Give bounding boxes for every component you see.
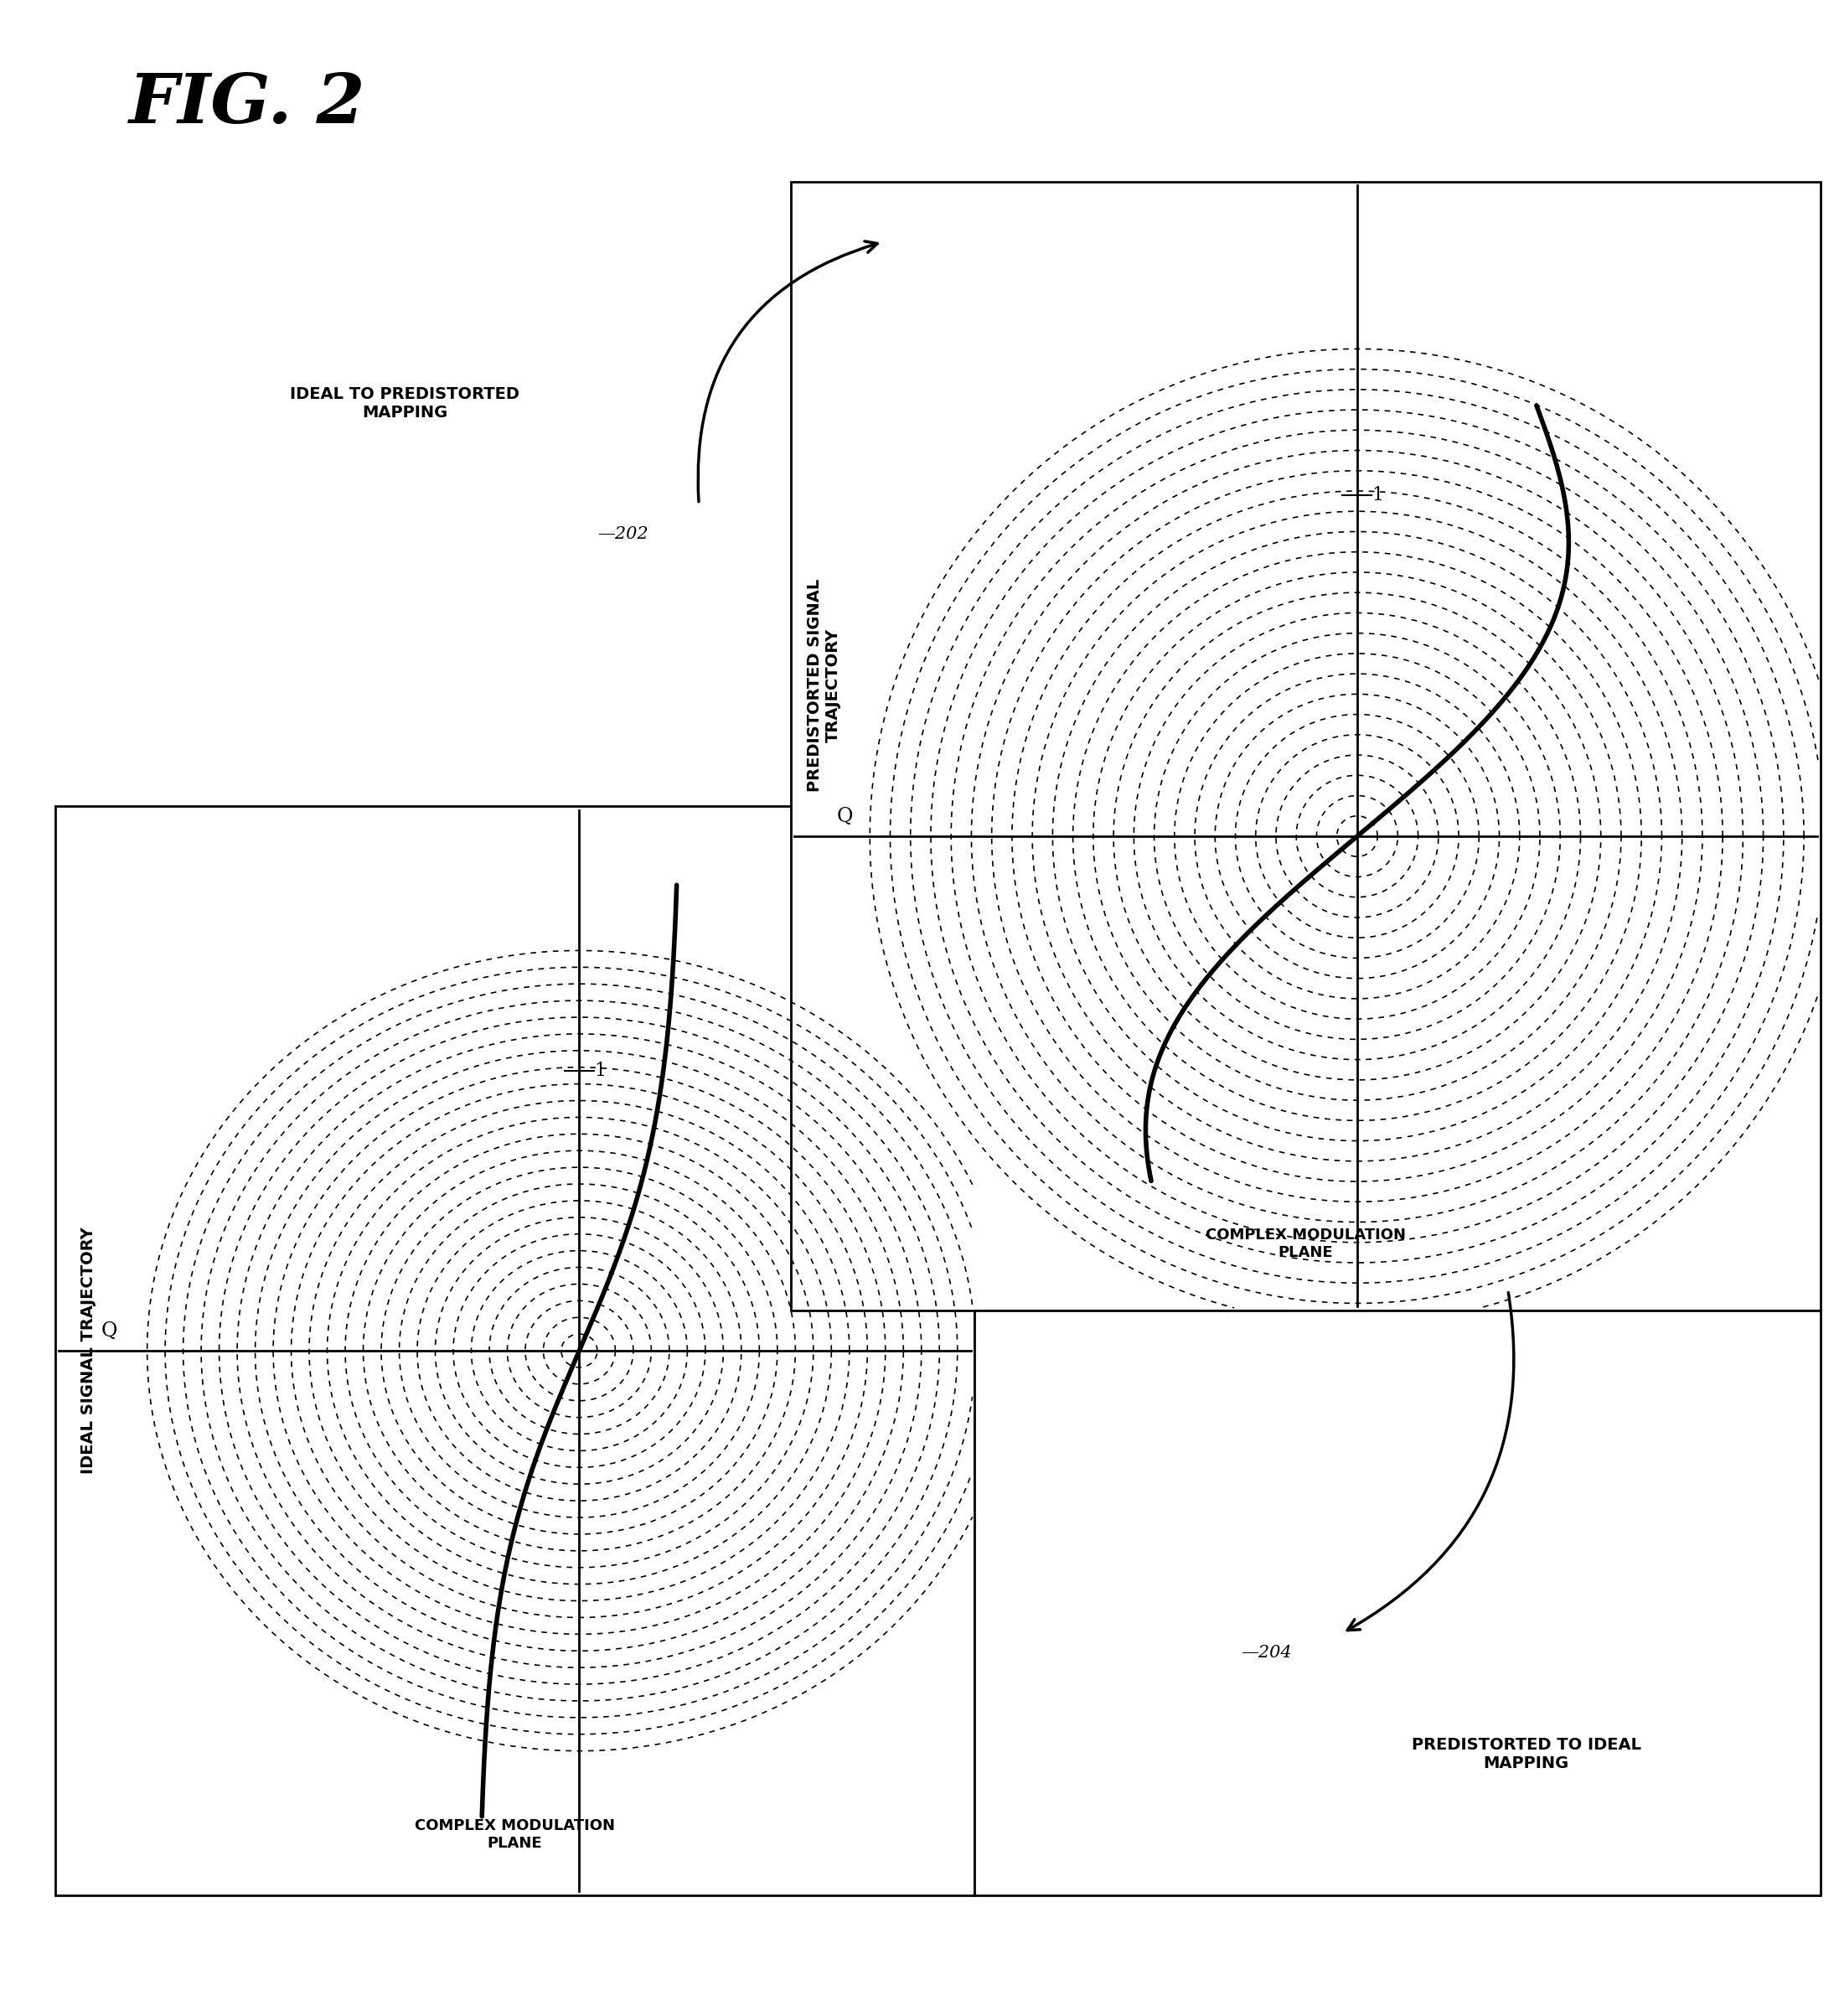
Bar (791, 181, 1821, 1310)
Text: FIG. 2: FIG. 2 (129, 71, 366, 137)
FancyArrowPatch shape (1348, 1292, 1513, 1631)
Bar (975, 1310, 1821, 1895)
Bar (55, 806, 975, 1895)
Text: COMPLEX MODULATION
PLANE: COMPLEX MODULATION PLANE (1206, 1228, 1405, 1260)
Text: COMPLEX MODULATION
PLANE: COMPLEX MODULATION PLANE (416, 1818, 614, 1851)
Text: Q: Q (837, 806, 853, 827)
Text: IDEAL SIGNAL TRAJECTORY: IDEAL SIGNAL TRAJECTORY (81, 1228, 96, 1474)
Text: Q: Q (101, 1320, 118, 1341)
Text: —204: —204 (1241, 1645, 1293, 1661)
Text: IDEAL TO PREDISTORTED
MAPPING: IDEAL TO PREDISTORTED MAPPING (291, 385, 519, 421)
Text: 1: 1 (594, 1060, 605, 1081)
Text: 1: 1 (1372, 486, 1383, 504)
Text: PREDISTORTED SIGNAL
TRAJECTORY: PREDISTORTED SIGNAL TRAJECTORY (807, 579, 840, 792)
Text: —202: —202 (598, 526, 649, 542)
FancyArrowPatch shape (699, 242, 877, 502)
Text: PREDISTORTED TO IDEAL
MAPPING: PREDISTORTED TO IDEAL MAPPING (1412, 1736, 1640, 1772)
